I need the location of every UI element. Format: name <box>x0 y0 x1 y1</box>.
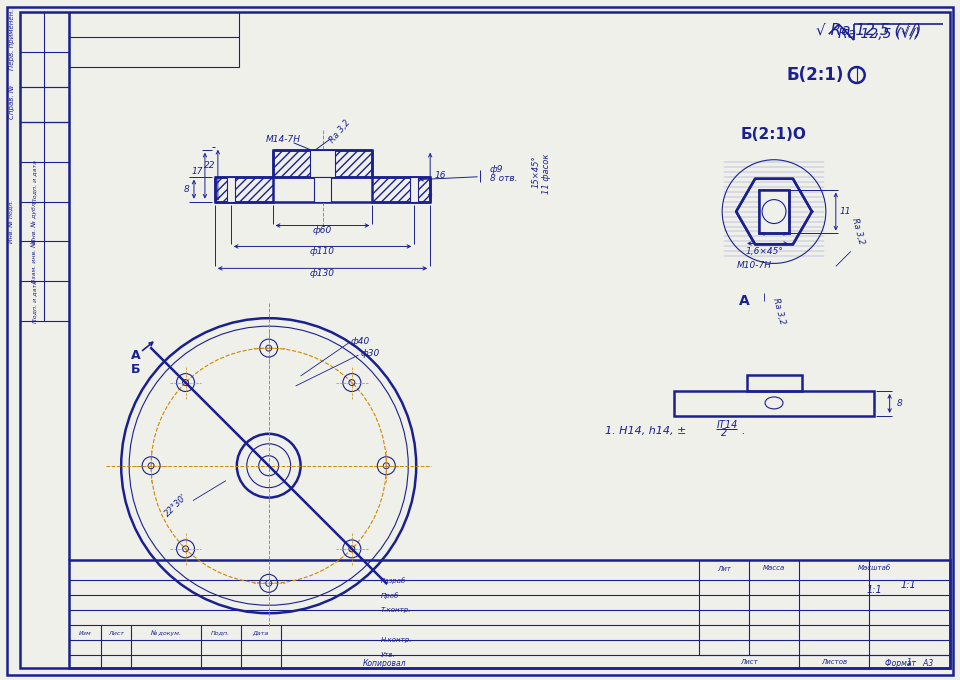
Text: Изм: Изм <box>79 630 92 636</box>
Text: Справ. №: Справ. № <box>9 85 14 119</box>
Text: Дата: Дата <box>252 630 269 636</box>
Text: ф60: ф60 <box>313 226 332 235</box>
Text: M10-7H: M10-7H <box>736 261 772 270</box>
Text: Формат   А3: Формат А3 <box>885 658 934 668</box>
Text: № докум.: № докум. <box>151 630 181 636</box>
Text: Б(2:1)О: Б(2:1)О <box>741 127 807 142</box>
Text: 1,6×45°: 1,6×45° <box>745 247 783 256</box>
Text: Проб: Проб <box>380 592 398 598</box>
Text: M14-7H: M14-7H <box>266 135 300 144</box>
Bar <box>69 560 950 668</box>
Text: 1: 1 <box>906 658 911 666</box>
Text: А: А <box>131 349 140 362</box>
Text: 16: 16 <box>434 171 445 180</box>
Text: Лит: Лит <box>717 565 732 571</box>
Circle shape <box>763 201 785 222</box>
Text: ф40: ф40 <box>350 337 370 345</box>
Bar <box>314 177 331 201</box>
Bar <box>674 391 874 416</box>
Text: Б: Б <box>131 362 140 376</box>
Bar <box>215 177 273 201</box>
Text: Лист: Лист <box>740 659 758 665</box>
Text: А: А <box>739 294 750 308</box>
Text: Листов: Листов <box>821 659 847 665</box>
Text: Масса: Масса <box>763 565 785 571</box>
Text: Ra 3,2: Ra 3,2 <box>850 218 866 245</box>
Text: 2: 2 <box>721 428 728 438</box>
Text: 1:1: 1:1 <box>867 585 882 595</box>
Text: Подп.: Подп. <box>211 630 230 636</box>
Text: √ Ra 12,5 (√/): √ Ra 12,5 (√/) <box>816 22 922 37</box>
Text: 22°30': 22°30' <box>163 492 189 519</box>
Text: Б(2:1): Б(2:1) <box>786 66 844 84</box>
Text: Масштаб: Масштаб <box>858 565 891 571</box>
Text: 1. H14, h14, ±: 1. H14, h14, ± <box>605 426 686 436</box>
Text: ф30: ф30 <box>360 349 379 358</box>
Bar <box>759 190 789 233</box>
Text: 11 фасок: 11 фасок <box>542 154 551 194</box>
Text: 8: 8 <box>897 399 902 408</box>
Text: Копировал: Копировал <box>363 658 406 668</box>
Circle shape <box>762 200 786 224</box>
Bar <box>309 150 335 177</box>
Text: 11: 11 <box>840 207 852 216</box>
Text: Перв. применен.: Перв. применен. <box>9 8 14 70</box>
Text: 8 отв.: 8 отв. <box>490 174 517 183</box>
Text: 15×45°: 15×45° <box>531 155 540 188</box>
Text: Подп. и дата: Подп. и дата <box>32 279 37 323</box>
Bar <box>372 177 430 201</box>
Bar <box>410 177 419 201</box>
Bar <box>227 177 235 201</box>
Text: 22: 22 <box>204 161 216 170</box>
Ellipse shape <box>765 397 783 409</box>
Bar <box>19 12 69 87</box>
Text: Взам. инв. №: Взам. инв. № <box>32 240 37 283</box>
Text: Подп. и дата: Подп. и дата <box>32 160 37 203</box>
Bar <box>19 87 69 122</box>
Text: Инв. № подл.: Инв. № подл. <box>9 200 14 243</box>
Text: 17: 17 <box>191 167 203 176</box>
Text: 1:1: 1:1 <box>900 580 917 590</box>
Text: Ra 12,5 (√/): Ra 12,5 (√/) <box>838 27 920 41</box>
Text: Утв.: Утв. <box>380 652 396 658</box>
Text: 8: 8 <box>184 185 190 194</box>
Text: Ra 3,2: Ra 3,2 <box>328 118 352 145</box>
Bar <box>273 150 372 177</box>
Text: ф110: ф110 <box>310 247 335 256</box>
Text: IT14: IT14 <box>717 420 738 430</box>
Text: ф9: ф9 <box>490 165 503 174</box>
Text: ф130: ф130 <box>310 269 335 278</box>
Text: Разраб: Разраб <box>380 577 406 583</box>
Text: .: . <box>741 426 745 436</box>
Bar <box>19 122 69 321</box>
Text: Инв. № дубл.: Инв. № дубл. <box>32 200 37 243</box>
Text: Н.контр.: Н.контр. <box>380 637 412 643</box>
Text: Ra 3,2: Ra 3,2 <box>771 297 787 326</box>
Bar <box>747 375 802 391</box>
Text: Лист: Лист <box>108 630 124 636</box>
Bar <box>69 12 239 67</box>
Bar <box>760 190 788 233</box>
Text: Т.контр.: Т.контр. <box>380 607 411 613</box>
Bar <box>759 190 789 233</box>
